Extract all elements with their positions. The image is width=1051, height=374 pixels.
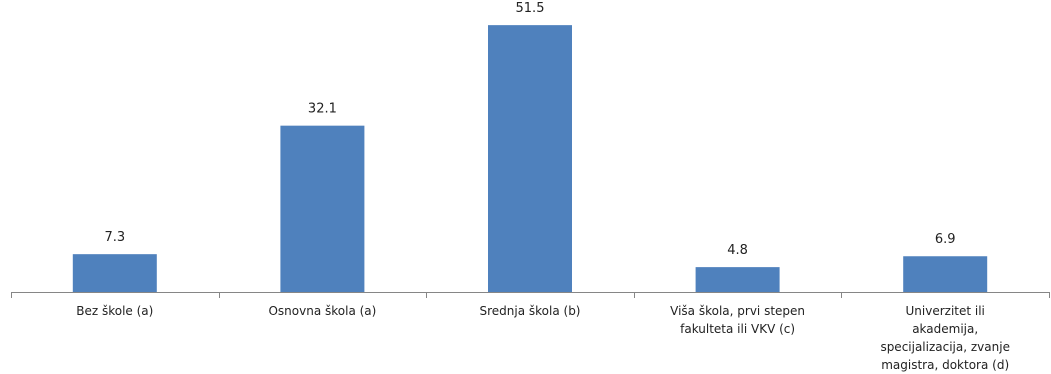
category-label: Srednja škola (b) <box>480 304 581 318</box>
category-label-line: magistra, doktora (d) <box>881 358 1009 372</box>
category-labels-group: Bez škole (a) Osnovna škola (a) Srednja šk… <box>76 304 1010 372</box>
bars-group <box>72 25 988 293</box>
bar <box>280 125 365 292</box>
bar <box>488 25 572 293</box>
category-label-line: specijalizacija, zvanje <box>880 340 1010 354</box>
bar-value-label: 6.9 <box>935 232 956 247</box>
bar <box>695 267 780 292</box>
bar <box>903 256 988 292</box>
category-label: Bez škole (a) <box>76 304 153 318</box>
bar-value-label: 51.5 <box>516 1 545 16</box>
x-axis-ticks-group <box>11 292 1050 298</box>
category-label-line: Bez škole (a) <box>76 304 153 318</box>
bar-value-label: 7.3 <box>104 230 125 245</box>
category-label-line: Univerzitet ili <box>906 304 985 318</box>
category-label-line: Viša škola, prvi stepen <box>670 304 805 318</box>
category-label-line: Srednja škola (b) <box>480 304 581 318</box>
bar-value-label: 32.1 <box>308 102 337 117</box>
category-label: Viša škola, prvi stepen fakulteta ili VKV… <box>670 304 805 336</box>
value-labels-group: 7.3 32.1 51.5 4.8 6.9 <box>104 1 955 258</box>
bar-value-label: 4.8 <box>727 243 748 258</box>
category-label-line: akademija, <box>912 322 978 336</box>
category-label-line: fakulteta ili VKV (c) <box>680 322 795 336</box>
bar <box>72 254 157 292</box>
category-label: Univerzitet ili akademija, specijalizacija… <box>880 304 1010 372</box>
category-label-line: Osnovna škola (a) <box>268 304 376 318</box>
category-label: Osnovna škola (a) <box>268 304 376 318</box>
